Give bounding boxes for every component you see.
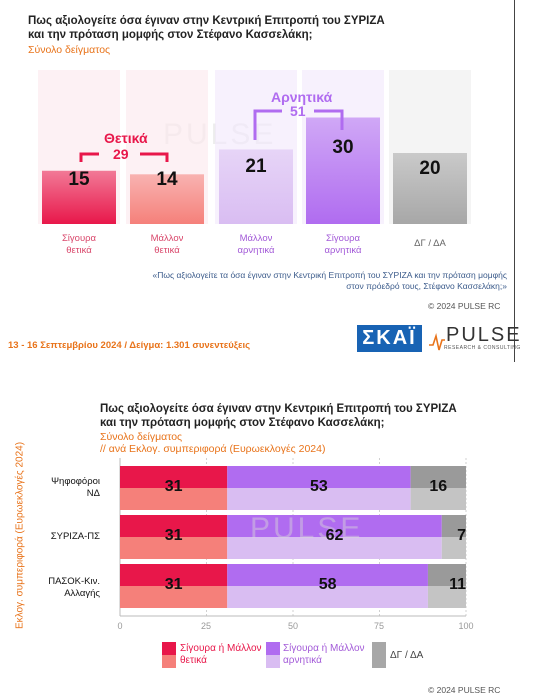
legend-label-dk: ΔΓ / ΔΑ [390,650,424,661]
x-tick-100: 100 [458,621,474,631]
bar-value-5: 20 [419,158,441,179]
row-label-pasok: ΠΑΣΟΚ-Κιν. Αλλαγής [48,576,100,599]
segment-value-row1-series3: 16 [429,478,448,495]
segment-row3-series1 [120,564,228,608]
x-tick-0: 0 [117,621,123,631]
legend-swatch-positive [162,642,176,668]
group-negative-label: Αρνητικά [271,89,333,105]
bar-value-1: 15 [68,169,90,190]
segment-row2-series1 [120,515,228,559]
x-tick-25: 25 [200,621,211,631]
bar-1 [42,170,116,224]
pulse-logo: PULSE [446,324,522,346]
x-tick-50: 50 [287,621,298,631]
chart2-title-line2: και την πρόταση μομφής στον Στέφανο Κασσ… [100,417,385,429]
chart1-title-line2: και την πρόταση μομφής στον Στέφανο Κασσ… [28,29,313,41]
chart1-bars-svg [38,70,471,224]
row-label-syriza: ΣΥΡΙΖΑ-ΠΣ [50,531,100,542]
segment-value-row3-series3: 11 [449,576,466,593]
category-label-3: Μάλλον αρνητικά [237,233,275,256]
bracket-positive-right [140,152,169,162]
chart1-title-line1: Πως αξιολογείτε όσα έγιναν στην Κεντρική… [28,15,385,27]
bracket-negative-right [314,109,344,130]
fieldwork-dates: 13 - 16 Σεπτεμβρίου 2024 / Δείγμα: 1.301… [8,340,251,351]
segment-row2-series3 [441,515,466,559]
segment-value-row3-series2: 58 [318,576,337,593]
segment-value-row2-series1: 31 [164,527,183,544]
bar-2 [130,174,204,224]
bar-3 [219,149,293,224]
chart1-copyright: © 2024 PULSE RC [428,301,501,311]
chart1-subtitle: Σύνολο δείγματος [28,44,111,56]
category-label-2: Μάλλον θετικά [150,233,184,256]
segment-value-row2-series3: 7 [457,527,466,544]
group-positive-total: 29 [113,146,129,162]
pulse-wave-icon [429,332,445,351]
chart2-copyright: © 2024 PULSE RC [428,685,501,695]
bar-value-2: 14 [156,169,178,190]
segment-value-row2-series2: 62 [325,527,344,544]
skai-logo: ΣΚΑΪ [357,325,422,352]
group-negative-total: 51 [290,103,306,119]
category-label-1: Σίγουρα θετικά [61,233,97,256]
segment-value-row1-series1: 31 [164,478,183,495]
segment-row3-series2 [227,564,428,608]
pulse-logo-subtitle: RESEARCH & CONSULTING [444,345,521,351]
segment-row2-series2 [227,515,442,559]
segment-value-row3-series1: 31 [164,576,183,593]
question-note: «Πως αξιολογείτε τα όσα έγιναν στην Κεντ… [152,270,507,291]
x-tick-75: 75 [373,621,384,631]
legend-label-negative: Σίγουρα ή Μάλλον αρνητικά [283,643,365,666]
chart2-subtitle: Σύνολο δείγματος [100,431,183,443]
bar-value-4: 30 [332,137,354,158]
bar-value-3: 21 [245,156,267,177]
segment-value-row1-series2: 53 [310,478,328,495]
legend-swatch-dk [372,642,386,668]
bracket-negative-left [253,109,282,140]
segment-row3-series3 [427,564,466,608]
category-label-5: ΔΓ / ΔΑ [414,238,446,249]
bar-4 [306,117,380,224]
watermark-logo-2: PULSE [250,512,364,545]
category-label-4: Σίγουρα αρνητικά [324,233,362,256]
bar-5 [393,153,467,224]
divider-line [514,0,515,362]
group-positive-label: Θετικά [104,130,148,146]
legend-label-positive: Σίγουρα ή Μάλλον θετικά [180,643,262,666]
bracket-positive-left [79,152,99,162]
row-label-nd: Ψηφοφόροι ΝΔ [51,476,100,499]
segment-row1-series3 [410,466,466,510]
segment-row1-series1 [120,466,228,510]
legend-swatch-negative [266,642,280,668]
chart2-subtitle-breakdown: // ανά Εκλογ. συμπεριφορά (Ευρωεκλογές 2… [100,443,326,455]
chart2-title-line1: Πως αξιολογείτε όσα έγιναν στην Κεντρική… [100,403,457,415]
segment-row1-series2 [227,466,411,510]
